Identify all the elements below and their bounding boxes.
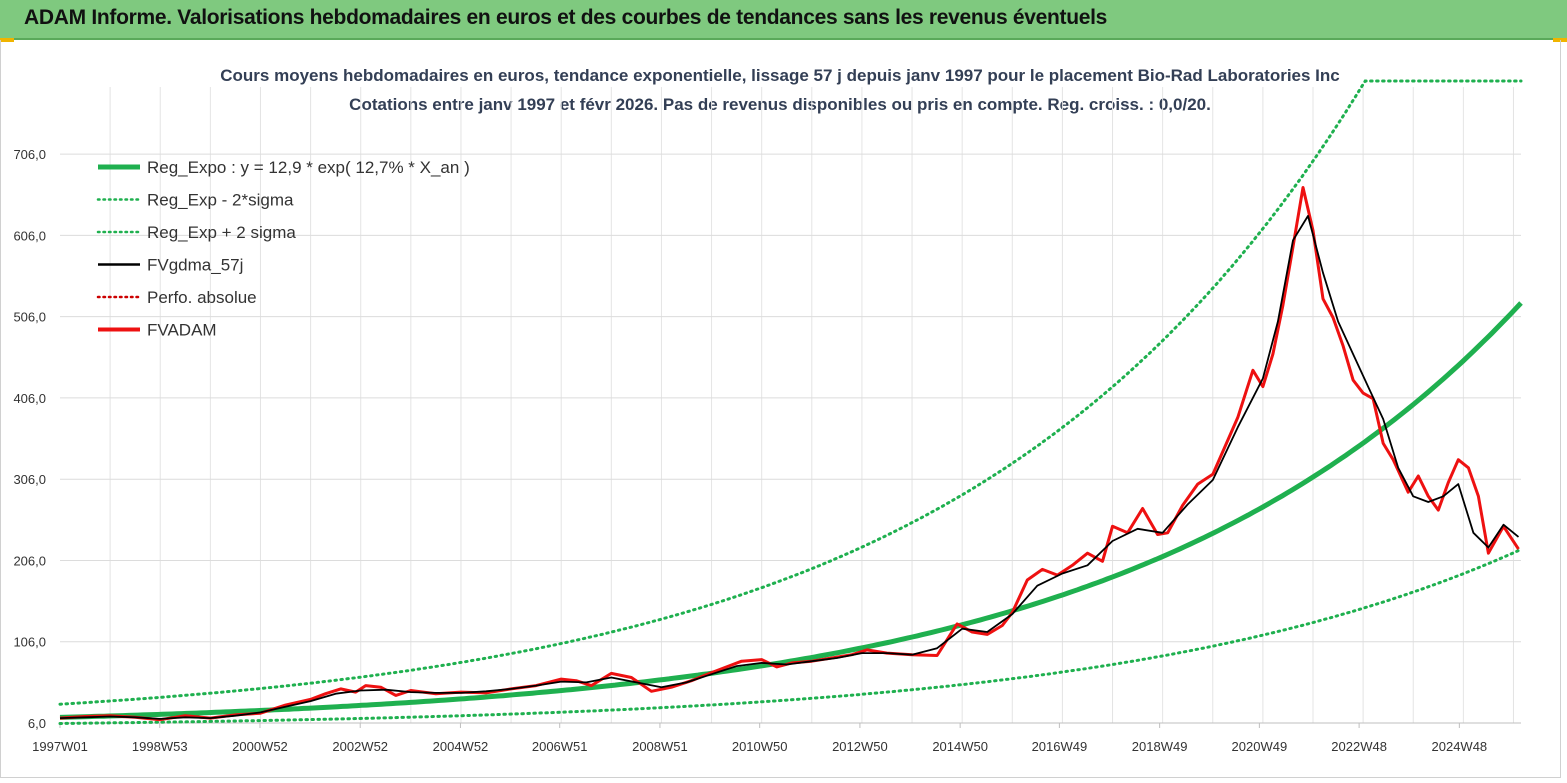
page-title: ADAM Informe. Valorisations hebdomadaire… (24, 6, 1108, 29)
corner-mark (0, 38, 14, 42)
x-tick-label: 2022W48 (1331, 739, 1387, 754)
x-tick-label: 2010W50 (732, 739, 788, 754)
y-tick-label: 106,0 (13, 635, 46, 650)
x-tick-label: 2014W50 (932, 739, 988, 754)
x-tick-label: 2000W52 (232, 739, 288, 754)
chart-title: Cours moyens hebdomadaires en euros, ten… (220, 66, 1340, 85)
series-reg-expo (59, 301, 1523, 720)
y-tick-label: 206,0 (13, 553, 46, 568)
header-banner: ADAM Informe. Valorisations hebdomadaire… (0, 0, 1567, 40)
y-tick-label: 306,0 (13, 472, 46, 487)
y-tick-label: 406,0 (13, 391, 46, 406)
series-fvgdma-57j (59, 215, 1520, 720)
plot-area (58, 79, 1523, 725)
x-tick-label: 2008W51 (632, 739, 688, 754)
x-tick-label: 2018W49 (1132, 739, 1188, 754)
x-tick-label: 2006W51 (532, 739, 588, 754)
x-tick-label: 2004W52 (433, 739, 489, 754)
y-tick-label: 706,0 (13, 147, 46, 162)
y-tick-label: 506,0 (13, 310, 46, 325)
chart-frame (0, 40, 1561, 778)
series-reg-plus-2sigma (58, 79, 1523, 706)
y-tick-label: 606,0 (13, 228, 46, 243)
legend-label: Perfo. absolue (147, 288, 257, 307)
x-tick-label: 2020W49 (1232, 739, 1288, 754)
x-tick-label: 2002W52 (332, 739, 388, 754)
legend-label: FVADAM (147, 321, 217, 340)
chart-subtitle: Cotations entre janv 1997 et févr 2026. … (349, 95, 1211, 114)
legend: Reg_Expo : y = 12,9 * exp( 12,7% * X_an … (96, 158, 470, 340)
series-fvadam (59, 186, 1520, 722)
x-tick-label: 1997W01 (32, 739, 88, 754)
legend-label: Reg_Expo : y = 12,9 * exp( 12,7% * X_an … (147, 158, 470, 177)
y-tick-label: 6,0 (28, 716, 46, 731)
legend-label: Reg_Exp - 2*sigma (147, 191, 294, 210)
grid (60, 87, 1521, 724)
axes: 6,0 106,0 206,0 306,0 406,0 506,0 606,0 706,0 19… (13, 147, 1521, 754)
x-tick-label: 1998W53 (132, 739, 188, 754)
legend-label: Reg_Exp + 2 sigma (147, 223, 296, 242)
x-tick-label: 2016W49 (1032, 739, 1088, 754)
series-reg-minus-2sigma (58, 547, 1523, 725)
legend-label: FVgdma_57j (147, 256, 243, 275)
x-tick-label: 2024W48 (1432, 739, 1488, 754)
x-tick-label: 2012W50 (832, 739, 888, 754)
